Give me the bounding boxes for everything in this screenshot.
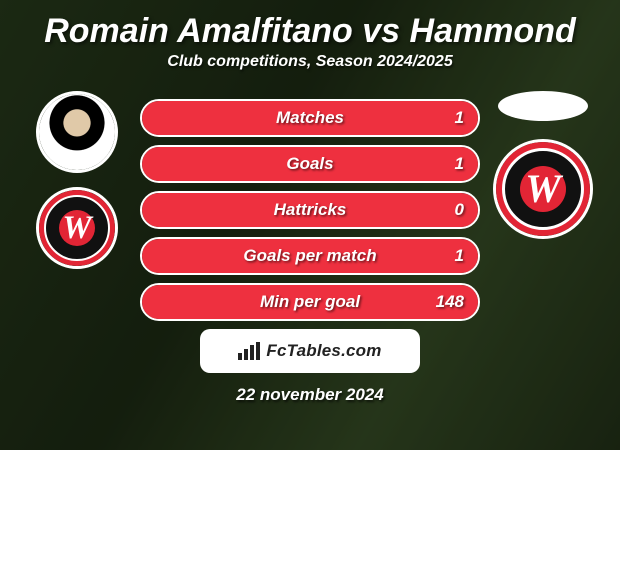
brand-chip: FcTables.com [202,331,418,371]
player2-club-badge: W [493,139,593,239]
bar-chart-icon [238,342,260,360]
player-face-icon [39,94,115,170]
player1-club-badge: W [36,187,118,269]
card-content: Romain Amalfitano vs Hammond Club compet… [0,0,620,405]
stat-value: 1 [455,154,464,174]
club-w-icon: W [525,169,561,209]
left-side: W [22,91,132,269]
subtitle: Club competitions, Season 2024/2025 [0,53,620,71]
title-player2: Hammond [410,12,576,50]
stat-row: Matches 1 [140,99,480,137]
stat-label: Min per goal [260,292,360,312]
stat-row: Goals per match 1 [140,237,480,275]
stat-label: Goals [286,154,333,174]
page-title: Romain Amalfitano vs Hammond [0,12,620,51]
title-vs: vs [362,12,400,50]
stat-row: Hattricks 0 [140,191,480,229]
stat-value: 0 [455,200,464,220]
badge-inner: W [520,166,566,212]
player2-avatar-blank [498,91,588,121]
stats-list: Matches 1 Goals 1 Hattricks 0 Goals per match 1… [140,99,480,321]
stat-label: Hattricks [274,200,347,220]
badge-inner: W [59,210,96,247]
brand-name: FcTables.com [266,341,381,361]
title-player1: Romain Amalfitano [44,12,353,50]
stat-value: 148 [436,292,464,312]
player1-avatar [36,91,118,173]
stat-label: Goals per match [243,246,376,266]
club-w-icon: W [62,212,91,245]
stat-value: 1 [455,246,464,266]
right-side: W [488,91,598,239]
comparison-card: Romain Amalfitano vs Hammond Club compet… [0,0,620,450]
stat-label: Matches [276,108,344,128]
stat-row: Min per goal 148 [140,283,480,321]
columns: W Matches 1 Goals 1 Hattricks 0 Goals per matc… [0,91,620,321]
date-label: 22 november 2024 [0,385,620,405]
stat-value: 1 [455,108,464,128]
stat-row: Goals 1 [140,145,480,183]
